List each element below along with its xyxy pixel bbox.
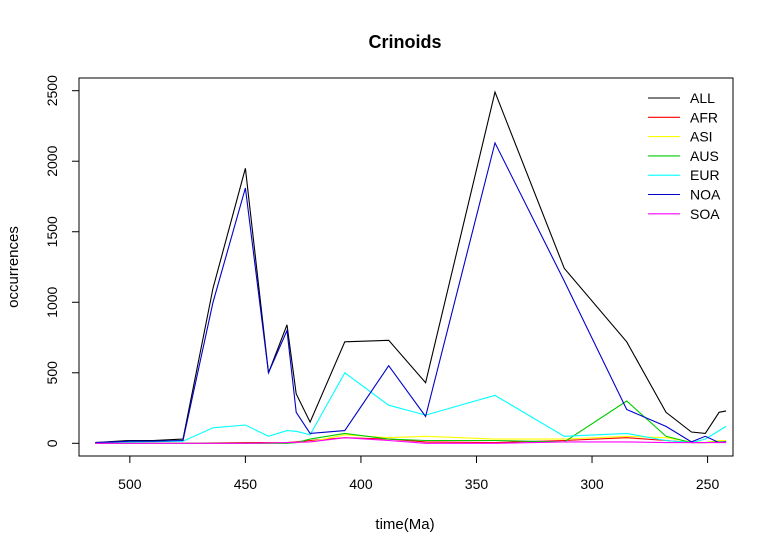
y-tick-label: 2500 <box>44 75 60 106</box>
series-line-soa <box>95 437 727 444</box>
x-tick-label: 300 <box>580 476 604 492</box>
x-tick-label: 450 <box>234 476 258 492</box>
x-axis: 500 450 400 350 300 250 <box>118 455 720 492</box>
legend-label-asi: ASI <box>690 129 713 145</box>
series-line-noa <box>95 141 727 444</box>
x-axis-label: time(Ma) <box>375 516 434 533</box>
legend-label-afr: AFR <box>690 109 718 125</box>
y-tick-label: 500 <box>44 361 60 385</box>
x-tick-label: 400 <box>349 476 373 492</box>
chart-title: Crinoids <box>368 32 441 52</box>
y-tick-label: 1500 <box>44 216 60 247</box>
legend-label-all: ALL <box>690 90 715 106</box>
legend-label-eur: EUR <box>690 167 720 183</box>
legend-label-noa: NOA <box>690 187 721 203</box>
legend-label-soa: SOA <box>690 206 720 222</box>
y-tick-label: 2000 <box>44 145 60 176</box>
x-tick-label: 350 <box>465 476 489 492</box>
plot-area <box>78 77 734 457</box>
series-line-all <box>95 90 727 444</box>
series-layer <box>95 90 727 444</box>
legend-label-aus: AUS <box>690 148 719 164</box>
y-tick-label: 0 <box>44 439 60 447</box>
x-tick-label: 500 <box>118 476 142 492</box>
legend: ALL AFR ASI AUS EUR NOA SOA <box>648 90 721 222</box>
y-axis-label: occurrences <box>5 226 22 308</box>
y-axis: 0 500 1000 1500 2000 2500 <box>44 75 80 447</box>
y-tick-label: 1000 <box>44 286 60 317</box>
x-tick-label: 250 <box>696 476 720 492</box>
